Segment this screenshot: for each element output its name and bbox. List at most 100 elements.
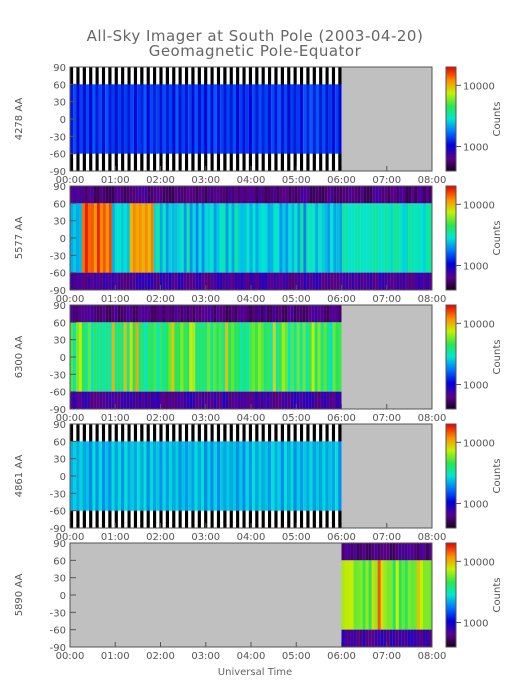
data-column: [207, 322, 211, 392]
data-column: [111, 322, 115, 392]
x-tick-label: 00:00: [56, 651, 85, 662]
data-column-bottom: [347, 629, 351, 647]
data-column: [321, 203, 325, 273]
x-tick-label: 00:00: [56, 294, 85, 305]
data-column-bottom: [297, 272, 301, 290]
data-column: [132, 322, 136, 392]
data-column-bottom: [359, 629, 363, 647]
data-column-bottom: [275, 391, 279, 409]
data-column-bottom: [123, 272, 127, 290]
data-column-top: [359, 543, 363, 561]
data-column: [231, 322, 235, 392]
data-column: [165, 84, 170, 154]
data-column-top: [288, 186, 292, 204]
data-column: [130, 441, 134, 511]
colorbar-label: Counts: [492, 459, 503, 494]
data-column-top: [78, 305, 82, 323]
data-column: [213, 84, 217, 154]
data-column: [162, 441, 166, 511]
data-column: [204, 322, 208, 392]
data-column-bottom: [84, 391, 88, 409]
x-tick-label: 01:00: [101, 413, 130, 424]
data-column: [184, 84, 189, 154]
panel-6300-aa: 90 60 30 0 -30 -60 -90 6300 AA 00:00 01:00 02:00 03…: [14, 301, 503, 424]
data-column-top: [287, 305, 291, 323]
data-column-bottom: [70, 272, 73, 290]
data-column: [429, 203, 432, 273]
data-column-top: [177, 305, 181, 323]
data-column-top: [386, 543, 390, 561]
data-column-top: [219, 186, 223, 204]
data-column-bottom: [290, 391, 294, 409]
data-column-bottom: [413, 629, 417, 647]
x-tick-label: 08:00: [418, 294, 447, 305]
data-column-bottom: [90, 391, 94, 409]
data-column: [143, 441, 147, 511]
y-tick-label: 60: [53, 556, 66, 567]
data-column: [254, 322, 258, 392]
data-column-top: [201, 305, 205, 323]
data-column: [219, 203, 223, 273]
data-column-top: [189, 305, 193, 323]
data-column: [133, 441, 138, 511]
data-column-top: [78, 186, 82, 204]
x-tick-label: 04:00: [237, 532, 266, 543]
data-column: [287, 84, 291, 154]
data-column-top: [344, 543, 348, 561]
data-column-top: [371, 543, 375, 561]
data-column: [181, 84, 185, 154]
data-column: [114, 441, 118, 511]
data-column-bottom: [180, 272, 184, 290]
data-column-bottom: [141, 272, 145, 290]
data-column-bottom: [296, 391, 300, 409]
data-column-top: [381, 186, 385, 204]
data-column-top: [306, 186, 310, 204]
data-column-top: [150, 305, 154, 323]
data-column-bottom: [147, 272, 151, 290]
data-column: [216, 84, 221, 154]
x-tick-label: 07:00: [372, 175, 401, 186]
data-column-bottom: [111, 272, 115, 290]
data-column-bottom: [405, 272, 409, 290]
data-column-top: [296, 305, 300, 323]
x-tick-label: 01:00: [101, 175, 130, 186]
y-tick-label: 60: [53, 318, 66, 329]
data-column: [165, 203, 169, 273]
data-column: [389, 560, 393, 630]
data-column: [274, 84, 278, 154]
data-column-top: [111, 186, 115, 204]
data-column-bottom: [386, 629, 390, 647]
data-column-bottom: [219, 272, 223, 290]
data-column-bottom: [114, 272, 118, 290]
data-column-bottom: [135, 272, 139, 290]
data-column-top: [293, 305, 297, 323]
data-column-bottom: [300, 272, 304, 290]
data-column: [245, 441, 249, 511]
data-column-top: [249, 305, 252, 323]
data-column-top: [222, 305, 226, 323]
data-column: [186, 322, 190, 392]
data-column: [141, 203, 145, 273]
x-tick-label: 07:00: [372, 294, 401, 305]
data-column: [220, 84, 224, 154]
data-column-bottom: [249, 391, 252, 409]
data-column: [126, 322, 130, 392]
data-column-bottom: [335, 391, 339, 409]
x-tick-label: 08:00: [418, 532, 447, 543]
data-column: [90, 322, 94, 392]
data-column-bottom: [126, 391, 130, 409]
data-column-bottom: [132, 272, 136, 290]
data-column: [159, 322, 163, 392]
data-column-bottom: [419, 629, 423, 647]
data-column: [133, 84, 138, 154]
data-column-top: [159, 305, 163, 323]
data-column-top: [213, 186, 217, 204]
data-column-bottom: [311, 391, 315, 409]
data-column: [416, 560, 420, 630]
data-column: [357, 203, 361, 273]
data-column-bottom: [317, 391, 321, 409]
y-tick-label: 90: [53, 420, 66, 431]
data-column: [266, 322, 270, 392]
data-column-top: [243, 186, 247, 204]
data-column: [79, 441, 83, 511]
